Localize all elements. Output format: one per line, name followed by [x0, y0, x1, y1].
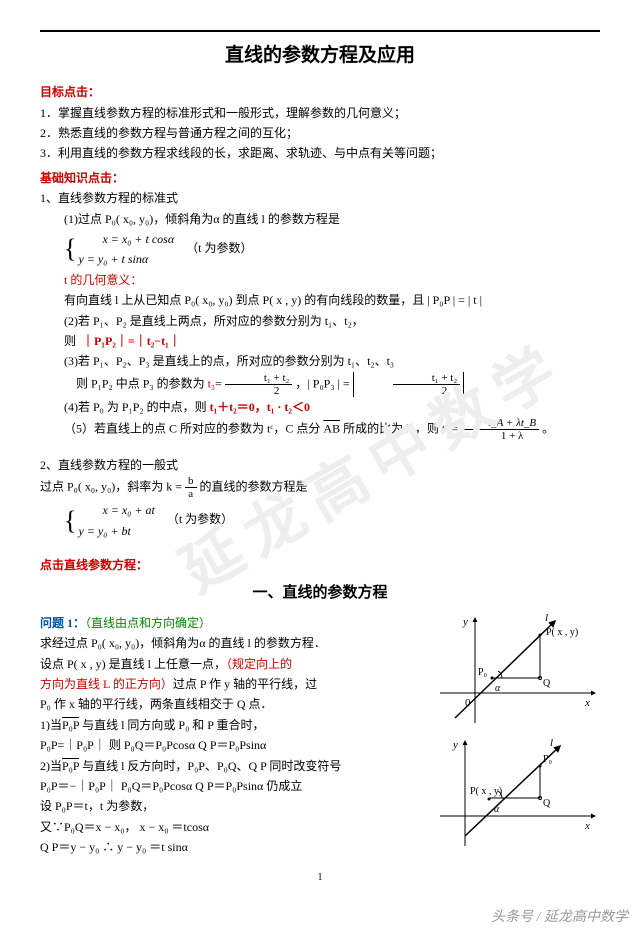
s4-l4: P₀ 作 x 轴的平行线，两条直线相交于 Q 点．: [40, 694, 390, 714]
page-title: 直线的参数方程及应用: [40, 40, 600, 72]
top-rule: [40, 30, 600, 32]
s2-p1: 1、直线参数方程的标准式: [40, 188, 600, 208]
section4-header: 点击直线参数方程：: [40, 555, 600, 575]
tgeo-header: t 的几何意义：: [40, 270, 600, 290]
figure-2: x y l P₀ P( x , y) Q α: [430, 736, 600, 851]
s3-header: 2、直线参数方程的一般式: [40, 455, 600, 475]
p2c-formula: ｜P₁P₂｜=｜t₂−t₁｜: [82, 334, 181, 348]
svg-text:P( x , y): P( x , y): [546, 627, 578, 638]
s2-p4: (4)若 P₀ 为 P₁P₂ 的中点，则 t₁＋t₂＝0，t₁ · t₂＜0: [40, 397, 600, 417]
svg-text:P₀: P₀: [478, 667, 488, 678]
s4-l8: P₀P＝−｜P₀P｜ P₀Q＝P₀Pcosα Q P＝P₀Psinα 仍成立: [40, 776, 390, 796]
s2-eq1: {x = x₀ + t cosαy = y₀ + t sinα （t 为参数）: [40, 229, 600, 270]
s4-l2: 设点 P( x , y) 是直线 l 上任意一点，（规定向上的: [40, 654, 390, 674]
svg-text:α: α: [494, 804, 500, 815]
s2-p2: (2)若 P₁、P₂ 是直线上两点，所对应的参数分别为 t₁、t₂，: [40, 311, 600, 331]
figures-column: x y 0 l P( x , y) P₀ Q α x y l P₀ P( x ,…: [430, 613, 600, 859]
objective-3: 3．利用直线的参数方程求线段的长，求距离、求轨迹、与中点有关等问题；: [40, 143, 600, 163]
svg-text:y: y: [462, 616, 468, 628]
svg-text:0: 0: [465, 697, 471, 709]
eq3t: （t 为参数）: [167, 512, 233, 526]
figure-1: x y 0 l P( x , y) P₀ Q α: [430, 613, 600, 728]
s2-p3: (3)若 P₁、P₂、P₃ 是直线上的点，所对应的参数分别为 t₁、t₂、t₃: [40, 351, 600, 371]
s4-l9: 设 P₀P＝t，t 为参数，: [40, 796, 390, 816]
q1: 问题 1：（直线由点和方向确定）: [40, 613, 390, 633]
eq1a: x = x₀ + t cosα: [102, 232, 174, 246]
eq1t: （t 为参数）: [186, 241, 252, 255]
objective-2: 2．熟悉直线的参数方程与普通方程之间的互化；: [40, 123, 600, 143]
footer-credit: 头条号 / 延龙高中数学: [491, 906, 628, 930]
svg-text:Q: Q: [543, 798, 551, 809]
section4-sub: 一、直线的参数方程: [40, 581, 600, 607]
s4-l11: Q P＝y − y₀ ∴ y − y₀ ＝t sinα: [40, 837, 390, 857]
svg-text:α: α: [495, 683, 501, 694]
objective-1: 1．掌握直线参数方程的标准形式和一般形式，理解参数的几何意义；: [40, 103, 600, 123]
eq1b: y = y₀ + t sinα: [78, 252, 148, 266]
svg-text:x: x: [584, 820, 590, 832]
s4-l6: P₀P=｜P₀P｜ 则 P₀Q＝P₀Pcosα Q P＝P₀Psinα: [40, 735, 390, 755]
svg-text:P( x , y): P( x , y): [470, 786, 502, 797]
s4-l7: 2)当P₀P 与直线 l 反方向时，P₀P、P₀Q、Q P 同时改变符号: [40, 756, 390, 776]
s2-p3b: 则 P₁P₂ 中点 P₃ 的参数为 t₃= t₁ + t₂2 ，| P₀P₃ |…: [40, 372, 600, 397]
section1-header: 目标点击：: [40, 82, 600, 102]
svg-text:l: l: [545, 613, 548, 624]
s4-l5: 1)当P₀P 与直线 l 同方向或 P₀ 和 P 重合时，: [40, 715, 390, 735]
svg-text:y: y: [452, 739, 458, 751]
s2-p2b: 则 ｜P₁P₂｜=｜t₂−t₁｜: [40, 331, 600, 351]
eq3b: y = y₀ + bt: [78, 524, 130, 538]
svg-text:l: l: [550, 737, 553, 749]
page-number: 1: [40, 869, 600, 886]
s3-p: 过点 P₀( x₀, y₀)，斜率为 k = ba 的直线的参数方程是: [40, 475, 600, 500]
s4-l1: 求经过点 P₀( x₀, y₀)，倾斜角为α 的直线 l 的参数方程．: [40, 633, 390, 653]
s3-eq: {x = x₀ + aty = y₀ + bt （t 为参数）: [40, 500, 600, 541]
section2-header: 基础知识点击：: [40, 168, 600, 188]
s2-p5: （5）若直线上的点 C 所对应的参数为 tᶜ，C 点分 AB 所成的比为 λ ，…: [40, 417, 600, 442]
s2-p1a: (1)过点 P₀( x₀, y₀)，倾斜角为α 的直线 l 的参数方程是: [40, 209, 600, 229]
svg-text:x: x: [584, 697, 590, 709]
tgeo-text: 有向直线 l 上从已知点 P₀( x₀, y₀) 到点 P( x , y) 的有…: [40, 290, 600, 310]
svg-text:Q: Q: [543, 678, 551, 689]
svg-text:P₀: P₀: [543, 754, 553, 765]
s4-l10: 又∵P₀Q＝x − x₀， x − x₀ ＝tcosα: [40, 817, 390, 837]
s4-l3: 方向为直线 L 的正方向）过点 P 作 y 轴的平行线，过: [40, 674, 390, 694]
eq3a: x = x₀ + at: [102, 503, 154, 517]
